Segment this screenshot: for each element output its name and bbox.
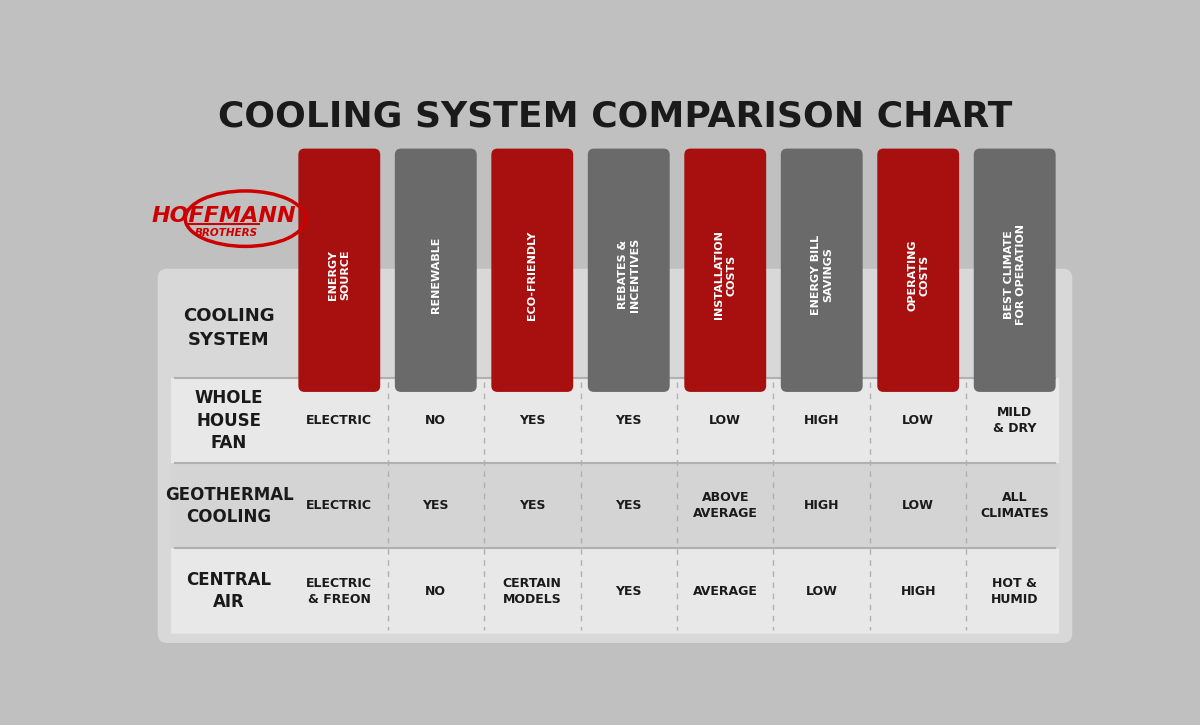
Text: RENEWABLE: RENEWABLE <box>431 236 440 313</box>
FancyBboxPatch shape <box>170 463 1060 549</box>
Text: HOT &
HUMID: HOT & HUMID <box>991 576 1038 605</box>
Text: BEST CLIMATE
FOR OPERATION: BEST CLIMATE FOR OPERATION <box>1003 224 1026 326</box>
Text: HOFFMANN: HOFFMANN <box>151 206 296 225</box>
Text: AVERAGE: AVERAGE <box>692 584 757 597</box>
Text: YES: YES <box>520 414 546 427</box>
Text: LOW: LOW <box>902 500 934 513</box>
FancyBboxPatch shape <box>170 549 1060 634</box>
Text: HIGH: HIGH <box>900 584 936 597</box>
Text: LOW: LOW <box>902 414 934 427</box>
Text: ECO-FRIENDLY: ECO-FRIENDLY <box>527 231 538 320</box>
Text: ENERGY BILL
SAVINGS: ENERGY BILL SAVINGS <box>810 235 833 315</box>
Text: YES: YES <box>422 500 449 513</box>
Text: MILD
& DRY: MILD & DRY <box>992 406 1037 435</box>
FancyBboxPatch shape <box>299 149 380 392</box>
FancyBboxPatch shape <box>877 149 959 392</box>
Text: BROTHERS: BROTHERS <box>196 228 258 239</box>
Text: YES: YES <box>616 584 642 597</box>
Text: CENTRAL
AIR: CENTRAL AIR <box>186 571 271 611</box>
Text: COOLING SYSTEM COMPARISON CHART: COOLING SYSTEM COMPARISON CHART <box>218 99 1012 133</box>
Text: OPERATING
COSTS: OPERATING COSTS <box>907 239 930 310</box>
FancyBboxPatch shape <box>157 269 1073 643</box>
FancyBboxPatch shape <box>170 378 1060 463</box>
Text: HIGH: HIGH <box>804 414 840 427</box>
Text: COOLING
SYSTEM: COOLING SYSTEM <box>184 307 275 349</box>
FancyBboxPatch shape <box>395 149 476 392</box>
FancyBboxPatch shape <box>491 149 574 392</box>
Text: ALL
CLIMATES: ALL CLIMATES <box>980 492 1049 521</box>
Text: ELECTRIC: ELECTRIC <box>306 414 372 427</box>
Text: NO: NO <box>425 414 446 427</box>
Text: LOW: LOW <box>805 584 838 597</box>
Text: YES: YES <box>616 414 642 427</box>
FancyBboxPatch shape <box>684 149 766 392</box>
Text: ENERGY
SOURCE: ENERGY SOURCE <box>328 249 350 300</box>
Text: YES: YES <box>520 500 546 513</box>
Text: ELECTRIC
& FREON: ELECTRIC & FREON <box>306 576 372 605</box>
Text: YES: YES <box>616 500 642 513</box>
Text: WHOLE
HOUSE
FAN: WHOLE HOUSE FAN <box>194 389 263 452</box>
FancyBboxPatch shape <box>973 149 1056 392</box>
Text: HIGH: HIGH <box>804 500 840 513</box>
Text: GEOTHERMAL
COOLING: GEOTHERMAL COOLING <box>164 486 294 526</box>
Text: REBATES &
INCENTIVES: REBATES & INCENTIVES <box>618 238 640 312</box>
FancyBboxPatch shape <box>781 149 863 392</box>
Text: ELECTRIC: ELECTRIC <box>306 500 372 513</box>
Text: ABOVE
AVERAGE: ABOVE AVERAGE <box>692 492 757 521</box>
Text: LOW: LOW <box>709 414 742 427</box>
Text: INSTALLATION
COSTS: INSTALLATION COSTS <box>714 231 737 319</box>
FancyBboxPatch shape <box>588 149 670 392</box>
Text: NO: NO <box>425 584 446 597</box>
Text: CERTAIN
MODELS: CERTAIN MODELS <box>503 576 562 605</box>
